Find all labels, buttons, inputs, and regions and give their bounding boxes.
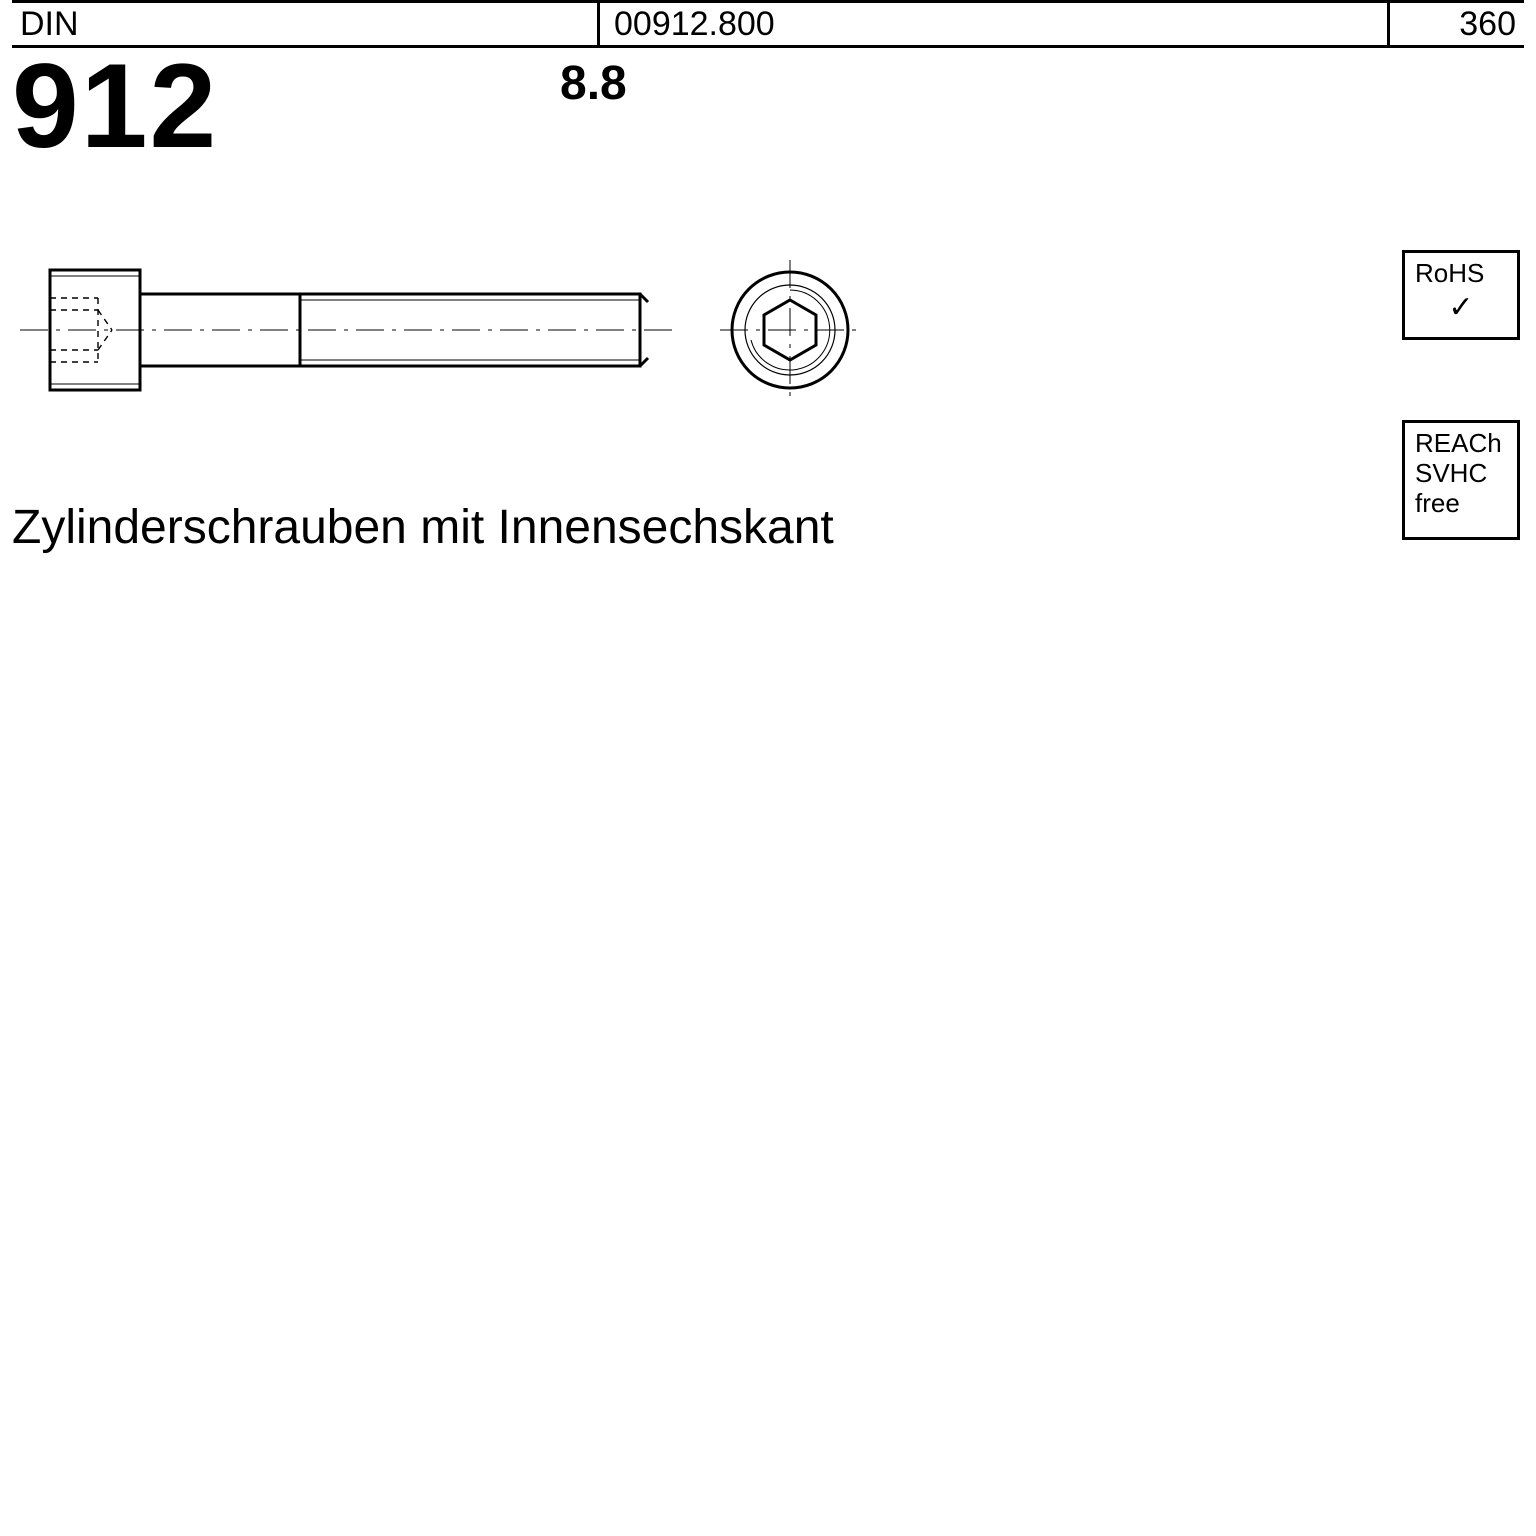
reach-line3: free xyxy=(1415,488,1460,518)
header-code: 00912.800 xyxy=(614,5,775,44)
header-cell-page: 360 xyxy=(1390,0,1524,48)
product-description: Zylinderschrauben mit Innensechskant xyxy=(12,500,834,555)
header-cell-code: 00912.800 xyxy=(600,0,1390,48)
reach-line1: REACh xyxy=(1415,428,1502,458)
reach-line2: SVHC xyxy=(1415,458,1487,488)
standard-number: 912 xyxy=(12,46,218,166)
bolt-end-view xyxy=(720,260,860,400)
header-standard-label: DIN xyxy=(20,5,79,44)
rohs-badge: RoHS ✓ xyxy=(1402,250,1520,340)
rohs-label: RoHS xyxy=(1415,258,1484,288)
bolt-drawing xyxy=(20,240,920,420)
datasheet: DIN 00912.800 360 912 8.8 xyxy=(0,0,1536,720)
strength-grade: 8.8 xyxy=(560,56,627,111)
header-page-number: 360 xyxy=(1459,5,1516,44)
check-icon: ✓ xyxy=(1415,291,1507,326)
reach-badge: REACh SVHC free xyxy=(1402,420,1520,540)
